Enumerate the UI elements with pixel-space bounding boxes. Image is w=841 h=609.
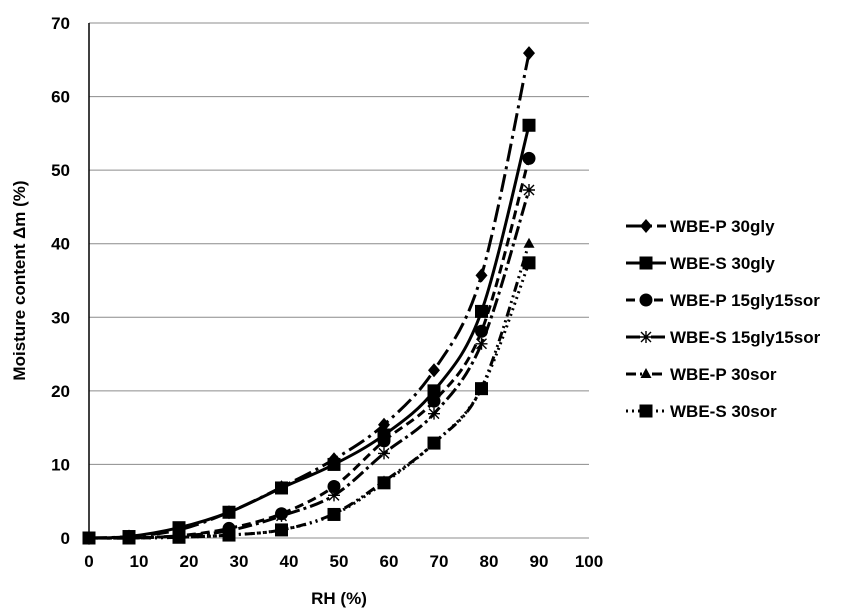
series-layer — [82, 46, 536, 545]
data-point — [523, 46, 535, 61]
legend-label: WBE-S 30sor — [670, 402, 777, 421]
y-tick-label: 40 — [51, 235, 70, 254]
legend-marker — [639, 404, 653, 418]
y-tick-label: 30 — [51, 308, 70, 327]
data-point — [475, 304, 488, 318]
data-point — [523, 184, 535, 197]
x-tick-label: 20 — [180, 552, 199, 571]
legend-label: WBE-P 30sor — [670, 365, 777, 384]
y-tick-label: 0 — [61, 529, 70, 548]
data-point — [328, 489, 340, 502]
y-tick-label: 70 — [51, 14, 70, 33]
x-axis-title: RH (%) — [311, 589, 367, 608]
legend-item: WBE-P 30gly — [626, 217, 775, 236]
data-point — [522, 118, 536, 132]
x-tick-labels: 0 10 20 30 40 50 60 70 80 90 100 — [84, 552, 603, 571]
data-point — [377, 476, 391, 490]
series-4 — [83, 184, 535, 544]
y-tick-label: 60 — [51, 88, 70, 107]
data-point — [428, 363, 440, 378]
series-line — [88, 262, 531, 540]
data-point — [222, 528, 236, 542]
series-line — [88, 158, 531, 540]
y-axis-title: Moisture content Δm (%) — [10, 180, 29, 380]
x-tick-label: 90 — [530, 552, 549, 571]
x-tick-label: 100 — [575, 552, 603, 571]
legend-label: WBE-S 15gly15sor — [670, 328, 821, 347]
y-tick-label: 50 — [51, 161, 70, 180]
x-tick-label: 0 — [84, 552, 93, 571]
data-point — [378, 417, 390, 432]
x-tick-label: 40 — [280, 552, 299, 571]
series-6 — [82, 256, 536, 545]
data-point — [275, 509, 288, 522]
data-point — [475, 268, 488, 283]
legend-marker — [639, 293, 653, 307]
y-tick-labels: 0 10 20 30 40 50 60 70 — [51, 14, 70, 548]
legend-item: WBE-S 30sor — [626, 402, 777, 421]
data-point — [327, 457, 341, 471]
data-point — [522, 256, 536, 270]
legend-label: WBE-P 15gly15sor — [670, 291, 820, 310]
series-5 — [83, 237, 535, 542]
series-3 — [82, 151, 536, 545]
data-point — [427, 436, 441, 450]
data-point — [475, 337, 488, 350]
data-point — [378, 447, 390, 460]
x-tick-label: 30 — [230, 552, 249, 571]
legend-item: WBE-P 15gly15sor — [626, 291, 820, 310]
data-point — [172, 530, 186, 544]
legend-marker — [639, 256, 653, 270]
data-point — [522, 151, 536, 165]
series-2 — [82, 118, 536, 545]
series-1 — [83, 46, 535, 545]
data-point — [377, 434, 391, 448]
data-point — [427, 394, 441, 408]
data-point — [427, 384, 441, 398]
y-tick-label: 20 — [51, 382, 70, 401]
series-line — [88, 52, 531, 540]
legend: WBE-P 30gly WBE-S 30gly WBE-P 15gly15sor WB… — [626, 217, 821, 421]
legend-item: WBE-S 30gly — [626, 254, 775, 273]
legend-marker — [640, 331, 652, 343]
data-point — [523, 237, 535, 248]
data-point — [327, 507, 341, 521]
x-tick-label: 70 — [430, 552, 449, 571]
data-point — [275, 481, 288, 495]
series-line — [88, 124, 531, 540]
data-point — [275, 523, 288, 537]
data-point — [428, 407, 440, 420]
series-line — [88, 189, 531, 540]
data-point — [222, 505, 236, 519]
data-point — [82, 531, 96, 545]
data-point — [122, 531, 136, 545]
y-tick-label: 10 — [51, 455, 70, 474]
legend-marker — [640, 219, 652, 233]
data-point — [327, 480, 341, 493]
x-tick-label: 80 — [480, 552, 499, 571]
legend-item: WBE-P 30sor — [626, 365, 777, 384]
x-tick-label: 50 — [330, 552, 349, 571]
legend-label: WBE-S 30gly — [670, 254, 775, 273]
legend-item: WBE-S 15gly15sor — [626, 328, 821, 347]
gridlines — [89, 22, 589, 465]
x-tick-label: 60 — [380, 552, 399, 571]
legend-label: WBE-P 30gly — [670, 217, 775, 236]
x-tick-label: 10 — [130, 552, 149, 571]
data-point — [475, 382, 488, 396]
legend-marker — [640, 368, 652, 378]
